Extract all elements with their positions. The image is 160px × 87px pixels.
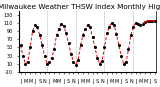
Point (27, 61, 29, 62)
Point (144, 21, 147, 23)
Point (60, 23, 63, 24)
Point (65, 32, 67, 34)
Point (86, 24, 89, 26)
Point (48, 61, 51, 62)
Point (122, 63, 125, 64)
Point (89, 26, 91, 28)
Point (125, 61, 127, 62)
Point (46, 63, 48, 64)
Point (134, 22, 137, 24)
Point (149, 20, 151, 21)
Point (94, 47, 96, 48)
Point (154, 20, 156, 21)
Point (79, 45, 82, 46)
Point (139, 24, 142, 26)
Point (50, 57, 53, 58)
Point (103, 47, 106, 48)
Point (108, 26, 111, 28)
Point (110, 22, 113, 24)
Point (53, 49, 55, 50)
Point (142, 23, 144, 24)
Point (77, 59, 79, 60)
Point (118, 45, 120, 46)
Point (24, 63, 27, 64)
Point (120, 56, 123, 57)
Point (130, 34, 132, 36)
Point (91, 36, 94, 38)
Point (74, 64, 77, 65)
Point (34, 24, 36, 26)
Point (84, 28, 87, 30)
Point (62, 25, 65, 27)
Point (19, 45, 22, 46)
Point (58, 28, 60, 30)
Point (137, 23, 139, 24)
Title: Milwaukee Weather THSW Index Monthly High (F): Milwaukee Weather THSW Index Monthly Hig… (0, 3, 160, 10)
Point (22, 55, 24, 56)
Point (96, 57, 99, 58)
Point (29, 47, 32, 48)
Point (146, 20, 149, 21)
Point (67, 43, 70, 44)
Point (43, 55, 46, 56)
Point (151, 20, 154, 21)
Point (101, 60, 103, 61)
Point (98, 63, 101, 64)
Point (115, 34, 118, 35)
Point (41, 45, 43, 46)
Point (113, 24, 115, 26)
Point (55, 34, 58, 36)
Point (70, 53, 72, 54)
Point (38, 34, 41, 36)
Point (132, 26, 135, 28)
Point (82, 34, 84, 36)
Point (36, 26, 39, 28)
Point (72, 61, 75, 62)
Point (127, 49, 130, 50)
Point (31, 30, 34, 32)
Point (106, 32, 108, 34)
